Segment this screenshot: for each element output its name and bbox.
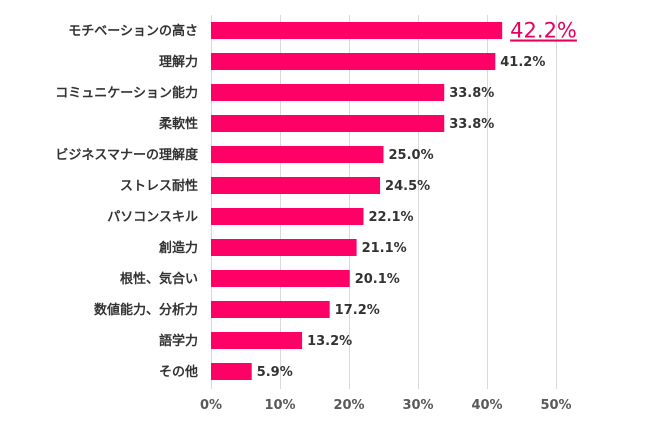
category-label: その他 <box>159 364 198 380</box>
bar <box>211 177 381 194</box>
bar <box>211 22 503 39</box>
grid-layer <box>211 15 557 389</box>
category-label: 創造力 <box>158 240 198 256</box>
value-label: 25.0% <box>389 148 434 163</box>
label-layer: モチベーションの高さ 42.2% 理解力 41.2% コミュニケーション能力 33.8% 柔… <box>55 19 577 381</box>
category-label: 数値能力、分析力 <box>94 302 198 318</box>
bar <box>211 115 445 132</box>
category-label: パソコンスキル <box>107 210 198 225</box>
value-label: 21.1% <box>362 241 407 256</box>
bar <box>211 270 350 287</box>
bar-layer <box>211 22 503 380</box>
value-label: 22.1% <box>368 210 413 225</box>
category-label: 理解力 <box>159 54 198 70</box>
bar <box>211 363 252 380</box>
value-label: 33.8% <box>449 117 494 132</box>
x-tick-label: 40% <box>471 398 502 413</box>
category-label: ビジネスマナーの理解度 <box>55 147 199 163</box>
x-tick-label: 10% <box>264 398 295 413</box>
value-label: 13.2% <box>307 334 352 349</box>
value-label: 17.2% <box>335 303 380 318</box>
bar <box>211 208 364 225</box>
bar <box>211 146 384 163</box>
category-label: 根性、気合い <box>120 271 198 287</box>
category-label: モチベーションの高さ <box>68 23 198 39</box>
x-tick-label: 0% <box>200 398 222 413</box>
bar <box>211 84 445 101</box>
x-tick-label: 20% <box>333 398 364 413</box>
bar <box>211 53 496 70</box>
value-label: 24.5% <box>385 179 430 194</box>
category-label: 柔軟性 <box>158 116 198 132</box>
value-label: 41.2% <box>500 55 545 70</box>
category-label: 語学力 <box>159 333 198 349</box>
x-tick-label: 50% <box>540 398 571 413</box>
x-axis-ticks: 0% 10% 20% 30% 40% 50% <box>200 398 572 413</box>
bar <box>211 332 303 349</box>
x-tick-label: 30% <box>402 398 433 413</box>
category-label: コミュニケーション能力 <box>55 85 198 101</box>
category-label: ストレス耐性 <box>120 178 198 194</box>
value-label: 20.1% <box>355 272 400 287</box>
bar <box>211 239 357 256</box>
bar <box>211 301 330 318</box>
value-label: 5.9% <box>257 365 293 380</box>
highlight-value-label: 42.2% <box>510 19 577 43</box>
value-label: 33.8% <box>449 86 494 101</box>
